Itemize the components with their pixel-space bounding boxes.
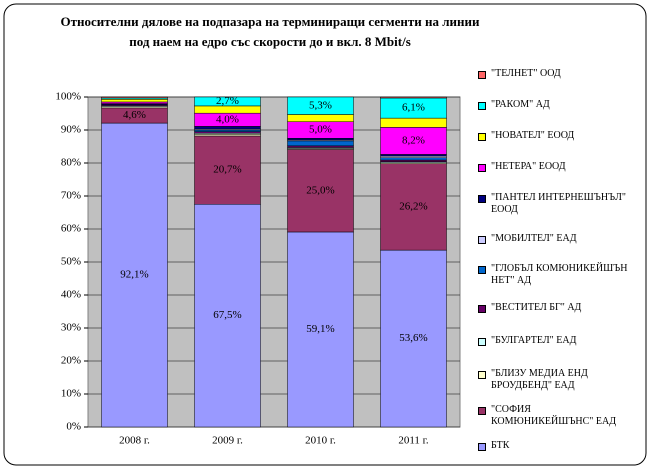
data-label: 25,0% bbox=[306, 184, 334, 196]
legend-item: "БЛИЗУ МЕДИА ЕНД БРОУДБЕНД" ЕАД bbox=[478, 368, 628, 392]
legend-swatch bbox=[478, 71, 486, 79]
y-tick-label: 60% bbox=[61, 223, 81, 235]
legend-label: "ПАНТЕЛ ИНТЕРНЕШЪНЪЛ" ЕООД bbox=[491, 192, 626, 215]
legend-swatch bbox=[478, 338, 486, 346]
bar-segment bbox=[287, 96, 354, 115]
bar-segment bbox=[380, 157, 447, 161]
bar-segment bbox=[194, 204, 261, 428]
x-tick-label: 2011 г. bbox=[398, 435, 429, 447]
bar-segment bbox=[194, 135, 261, 205]
bar-segment bbox=[380, 249, 447, 428]
y-tick-label: 0% bbox=[66, 421, 81, 433]
data-label: 20,7% bbox=[213, 164, 241, 176]
legend-item: "ГЛОБЪЛ КОМЮНИКЕЙШЪН НЕТ" АД bbox=[478, 263, 628, 287]
legend-swatch bbox=[478, 305, 486, 313]
legend-label: "БЛИЗУ МЕДИА ЕНД БРОУДБЕНД" ЕАД bbox=[491, 368, 588, 391]
legend-label: "ГЛОБЪЛ КОМЮНИКЕЙШЪН НЕТ" АД bbox=[491, 263, 628, 286]
y-tick-label: 50% bbox=[61, 256, 81, 268]
x-tick-label: 2009 г. bbox=[212, 435, 243, 447]
bar-segment bbox=[287, 149, 354, 233]
bar-segment bbox=[101, 96, 168, 99]
legend-item: "МОБИЛТЕЛ" ЕАД bbox=[478, 233, 628, 245]
legend-swatch bbox=[478, 371, 486, 379]
bar-segment bbox=[380, 163, 447, 251]
legend-item: "ВЕСТИТЕЛ БГ" АД bbox=[478, 302, 628, 314]
legend-swatch bbox=[478, 407, 486, 415]
legend-label: "СОФИЯ КОМЮНИКЕЙШЪНС" ЕАД bbox=[491, 404, 617, 427]
bar-segment bbox=[380, 117, 447, 128]
legend-label: "ТЕЛНЕТ" ООД bbox=[491, 68, 561, 79]
legend-swatch bbox=[478, 443, 486, 451]
data-label: 4,0% bbox=[216, 113, 239, 125]
y-tick-label: 90% bbox=[61, 124, 81, 136]
data-label: 6,1% bbox=[402, 102, 425, 114]
legend-swatch bbox=[478, 102, 486, 110]
data-label: 2,7% bbox=[216, 95, 239, 107]
bar-segment bbox=[101, 99, 168, 103]
bar-segment bbox=[287, 114, 354, 122]
x-tick-label: 2010 г. bbox=[305, 435, 336, 447]
data-label: 4,6% bbox=[123, 109, 146, 121]
legend-label: "БУЛГАРТЕЛ" ЕАД bbox=[491, 335, 577, 346]
data-label: 26,2% bbox=[399, 200, 427, 212]
y-tick-label: 100% bbox=[55, 91, 81, 103]
data-label: 92,1% bbox=[120, 269, 148, 281]
legend-item: "НЕТЕРА" ЕООД bbox=[478, 161, 628, 173]
chart-title: Относителни дялове на подпазара на терми… bbox=[60, 14, 480, 49]
legend-item: "БУЛГАРТЕЛ" ЕАД bbox=[478, 335, 628, 347]
legend-item: БТК bbox=[478, 440, 628, 452]
legend-swatch bbox=[478, 195, 486, 203]
bar-segment bbox=[287, 140, 354, 147]
y-tick-label: 80% bbox=[61, 157, 81, 169]
bar-segment bbox=[380, 96, 447, 99]
legend-label: БТК bbox=[491, 440, 510, 451]
legend-swatch bbox=[478, 164, 486, 172]
bar-segment bbox=[287, 231, 354, 428]
legend-label: "МОБИЛТЕЛ" ЕАД bbox=[491, 233, 577, 244]
data-label: 53,6% bbox=[399, 332, 427, 344]
legend-item: "ПАНТЕЛ ИНТЕРНЕШЪНЪЛ" ЕООД bbox=[478, 192, 628, 216]
legend-label: "НЕТЕРА" ЕООД bbox=[491, 161, 566, 172]
legend-swatch bbox=[478, 266, 486, 274]
bar-segment bbox=[380, 127, 447, 155]
legend-item: "ТЕЛНЕТ" ООД bbox=[478, 68, 628, 80]
legend-item: "РАКОМ" АД bbox=[478, 99, 628, 111]
y-tick-label: 10% bbox=[61, 388, 81, 400]
data-label: 59,1% bbox=[306, 323, 334, 335]
legend-swatch bbox=[478, 133, 486, 141]
bar-segment bbox=[101, 122, 168, 428]
y-tick-label: 20% bbox=[61, 355, 81, 367]
legend-label: "РАКОМ" АД bbox=[491, 99, 550, 110]
legend-label: "ВЕСТИТЕЛ БГ" АД bbox=[491, 302, 582, 313]
legend-item: "СОФИЯ КОМЮНИКЕЙШЪНС" ЕАД bbox=[478, 404, 628, 428]
bar-segment bbox=[194, 96, 261, 107]
data-label: 67,5% bbox=[213, 309, 241, 321]
legend-swatch bbox=[478, 236, 486, 244]
y-tick-label: 30% bbox=[61, 322, 81, 334]
y-tick-label: 40% bbox=[61, 289, 81, 301]
legend-label: "НОВАТЕЛ" ЕООД bbox=[491, 130, 575, 141]
y-tick-label: 70% bbox=[61, 190, 81, 202]
x-tick-label: 2008 г. bbox=[119, 435, 150, 447]
data-label: 5,0% bbox=[309, 124, 332, 136]
legend-item: "НОВАТЕЛ" ЕООД bbox=[478, 130, 628, 142]
data-label: 8,2% bbox=[402, 134, 425, 146]
data-label: 5,3% bbox=[309, 99, 332, 111]
bar-segment bbox=[194, 126, 261, 130]
